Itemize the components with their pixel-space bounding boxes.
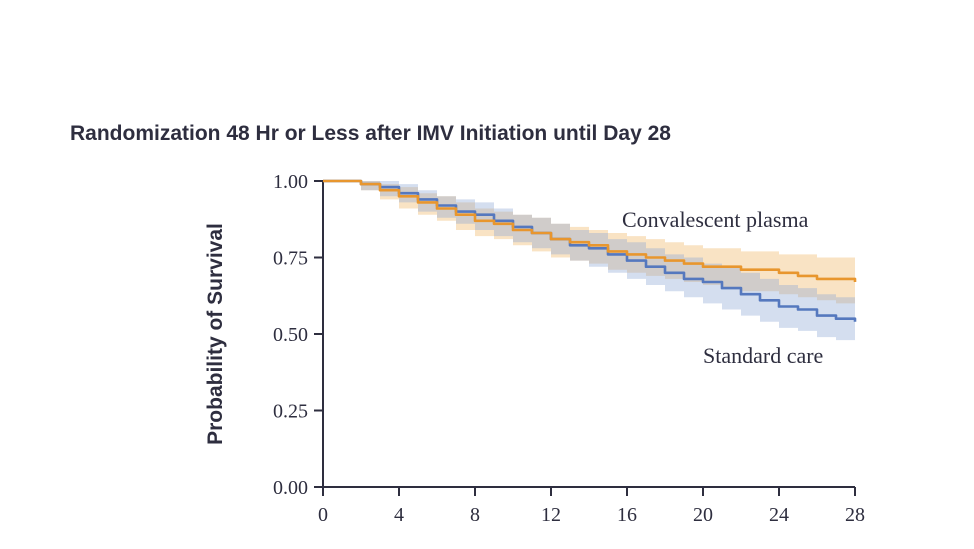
y-tick-label: 0.00 [273,477,308,499]
chart-title: Randomization 48 Hr or Less after IMV In… [70,122,671,145]
x-tick-label: 8 [470,504,480,526]
curve-label-standard-care: Standard care [703,343,824,368]
x-tick-label: 20 [693,504,713,526]
x-tick-label: 28 [845,504,865,526]
x-tick-label: 4 [394,504,404,526]
standard-survival-line [323,179,857,322]
y-tick-label: 0.50 [273,324,308,346]
x-tick-label: 12 [541,504,561,526]
y-tick-label: 0.25 [273,401,308,423]
y-tick-label: 0.75 [273,248,308,270]
standard-ci-band [323,181,855,344]
curve-label-convalescent-plasma: Convalescent plasma [622,207,809,232]
x-tick-label: 0 [318,504,328,526]
x-tick-label: 16 [617,504,637,526]
plasma-survival-line [323,179,857,282]
y-tick-label: 1.00 [273,171,308,193]
x-tick-label: 24 [769,504,789,526]
